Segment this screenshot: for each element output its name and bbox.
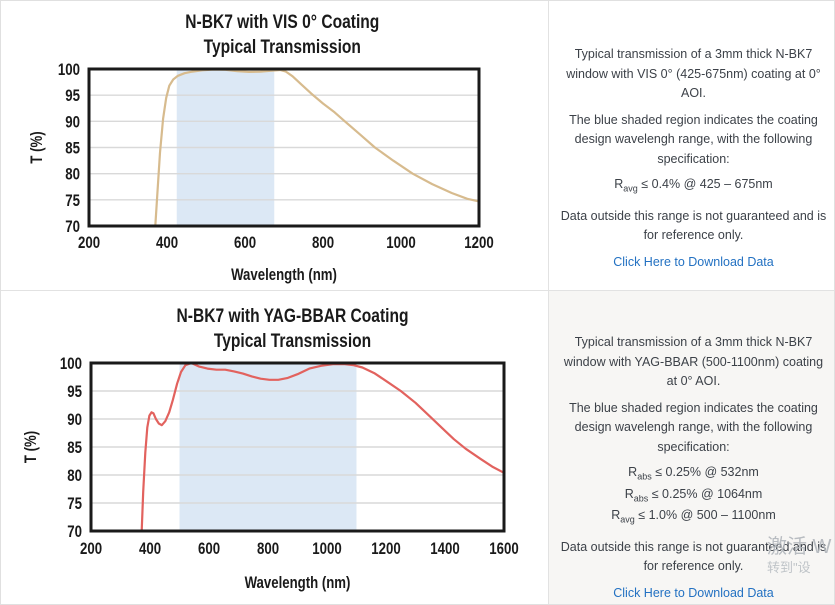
yag-description-panel: Typical transmission of a 3mm thick N-BK… bbox=[548, 290, 834, 604]
vis-shaded-region-note: The blue shaded region indicates the coa… bbox=[569, 112, 818, 166]
y-axis-tick-label: 100 bbox=[58, 61, 80, 80]
y-axis-tick-label: 95 bbox=[67, 383, 82, 402]
plot-border bbox=[89, 361, 506, 533]
x-axis-tick-label: 400 bbox=[139, 540, 161, 559]
x-axis-tick-label: 800 bbox=[257, 540, 279, 559]
y-axis-label: T (%) bbox=[22, 431, 41, 463]
y-axis-tick-label: 95 bbox=[65, 87, 80, 106]
yag-chart-title: N-BK7 with YAG-BBAR Coating Typical Tran… bbox=[50, 304, 499, 354]
yag-spec-rabs-532: Rabs ≤ 0.25% @ 532nm bbox=[628, 465, 759, 482]
y-axis-tick-label: 70 bbox=[67, 523, 82, 542]
vis-description-panel: Typical transmission of a 3mm thick N-BK… bbox=[548, 1, 834, 290]
y-axis-tick-label: 85 bbox=[67, 439, 82, 458]
yag-spec-ravg: Ravg ≤ 1.0% @ 500 – 1100nm bbox=[611, 508, 776, 525]
transmission-curve bbox=[140, 361, 506, 533]
y-axis-tick-label: 90 bbox=[67, 411, 82, 430]
vis-spec-ravg: Ravg ≤ 0.4% @ 425 – 675nm bbox=[614, 177, 773, 194]
y-axis-label: T (%) bbox=[28, 131, 47, 163]
yag-download-data-link[interactable]: Click Here to Download Data bbox=[613, 585, 774, 600]
vis-transmission-chart: 70 75 80 85 90 95 100 200 400 600 800 1000 1200 Wavel… bbox=[28, 61, 494, 285]
vis-chart-container: 70 75 80 85 90 95 100 200 400 600 800 1000 1200 Wavel… bbox=[1, 1, 548, 290]
x-axis-tick-label: 1200 bbox=[371, 540, 400, 559]
x-axis-tick-label: 600 bbox=[198, 540, 220, 559]
vis-chart-title: N-BK7 with VIS 0° Coating Typical Transm… bbox=[50, 10, 499, 60]
yag-description-text: Typical transmission of a 3mm thick N-BK… bbox=[563, 335, 824, 388]
x-axis-tick-label: 600 bbox=[234, 234, 256, 253]
x-axis-tick-label: 1400 bbox=[430, 540, 459, 559]
y-axis-tick-label: 70 bbox=[65, 218, 80, 237]
vis-spec-block: Ravg ≤ 0.4% @ 425 – 675nm bbox=[559, 176, 828, 198]
y-axis-tick-label: 75 bbox=[65, 191, 80, 210]
yag-chart-container: 70 75 80 85 90 95 100 200 400 600 800 1000 1200 1400 1… bbox=[1, 290, 548, 604]
transmission-curve bbox=[154, 68, 481, 228]
y-axis-tick-label: 100 bbox=[60, 355, 82, 374]
y-axis-tick-label: 90 bbox=[65, 113, 80, 132]
x-axis-tick-label: 1200 bbox=[464, 234, 493, 253]
x-axis-tick-label: 1000 bbox=[312, 540, 341, 559]
plot-border bbox=[87, 67, 481, 228]
yag-spec-rabs-1064: Rabs ≤ 0.25% @ 1064nm bbox=[624, 486, 763, 504]
chart-title-line2: Typical Transmission bbox=[213, 331, 372, 352]
yag-transmission-chart: 70 75 80 85 90 95 100 200 400 600 800 1000 1200 1400 1… bbox=[22, 355, 519, 593]
vis-description-text: Typical transmission of a 3mm thick N-BK… bbox=[566, 47, 821, 100]
x-axis-label: Wavelength (nm) bbox=[245, 574, 351, 593]
x-axis-tick-label: 400 bbox=[156, 234, 178, 253]
yag-disclaimer-text: Data outside this range is not guarantee… bbox=[560, 539, 827, 574]
yag-shaded-region-note: The blue shaded region indicates the coa… bbox=[569, 400, 818, 454]
x-axis-tick-label: 800 bbox=[312, 234, 334, 253]
vis-download-data-link[interactable]: Click Here to Download Data bbox=[613, 254, 774, 269]
y-axis-tick-label: 80 bbox=[67, 467, 82, 486]
chart-title-line1: N-BK7 with YAG-BBAR Coating bbox=[176, 306, 409, 327]
y-axis-tick-label: 85 bbox=[65, 139, 80, 158]
vis-disclaimer-text: Data outside this range is not guarantee… bbox=[560, 208, 827, 243]
x-axis-tick-label: 200 bbox=[80, 540, 102, 559]
x-axis-tick-label: 200 bbox=[78, 234, 100, 253]
yag-spec-block: Rabs ≤ 0.25% @ 532nm Rabs ≤ 0.25% @ 1064… bbox=[559, 464, 828, 529]
chart-title-line1: N-BK7 with VIS 0° Coating bbox=[185, 12, 380, 33]
x-axis-label: Wavelength (nm) bbox=[231, 266, 337, 285]
chart-title-line2: Typical Transmission bbox=[203, 37, 361, 58]
x-axis-tick-label: 1000 bbox=[386, 234, 415, 253]
y-axis-tick-label: 80 bbox=[65, 165, 80, 184]
x-axis-tick-label: 1600 bbox=[489, 540, 518, 559]
y-axis-tick-label: 75 bbox=[67, 495, 82, 514]
